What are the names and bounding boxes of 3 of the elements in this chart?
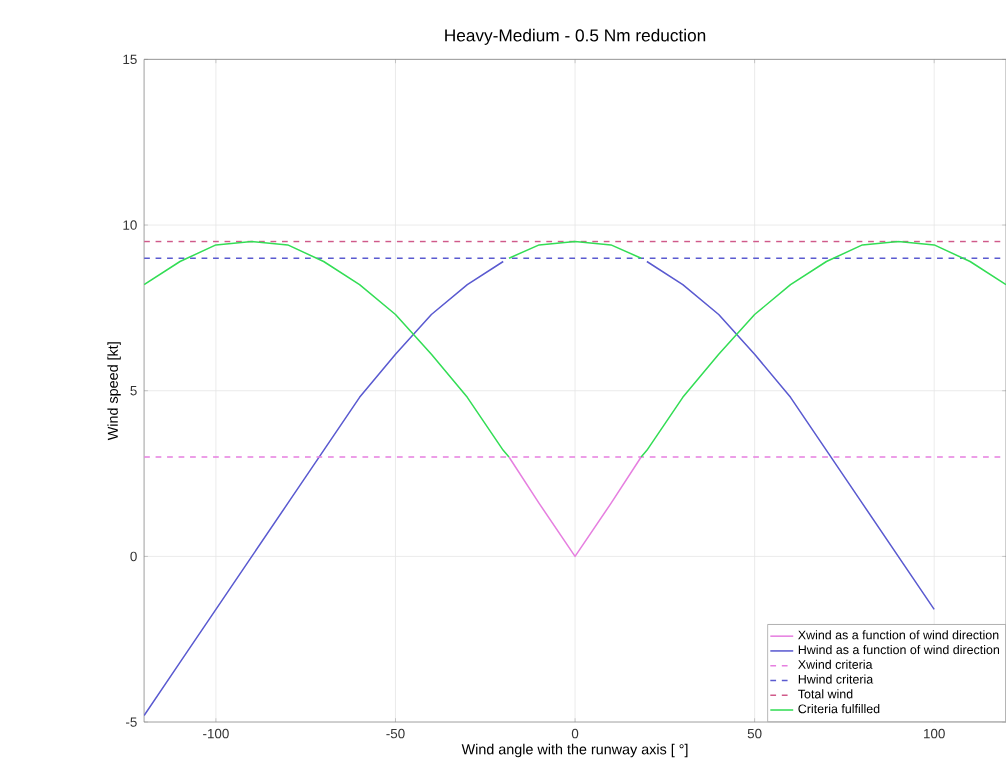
line-series xyxy=(144,241,510,458)
chart-title: Heavy-Medium - 0.5 Nm reduction xyxy=(445,29,706,46)
line-series xyxy=(640,241,1006,458)
